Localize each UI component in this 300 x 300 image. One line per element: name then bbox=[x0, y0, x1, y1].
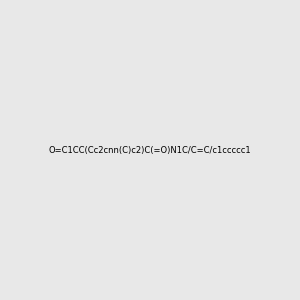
Text: O=C1CC(Cc2cnn(C)c2)C(=O)N1C/C=C/c1ccccc1: O=C1CC(Cc2cnn(C)c2)C(=O)N1C/C=C/c1ccccc1 bbox=[49, 146, 251, 154]
